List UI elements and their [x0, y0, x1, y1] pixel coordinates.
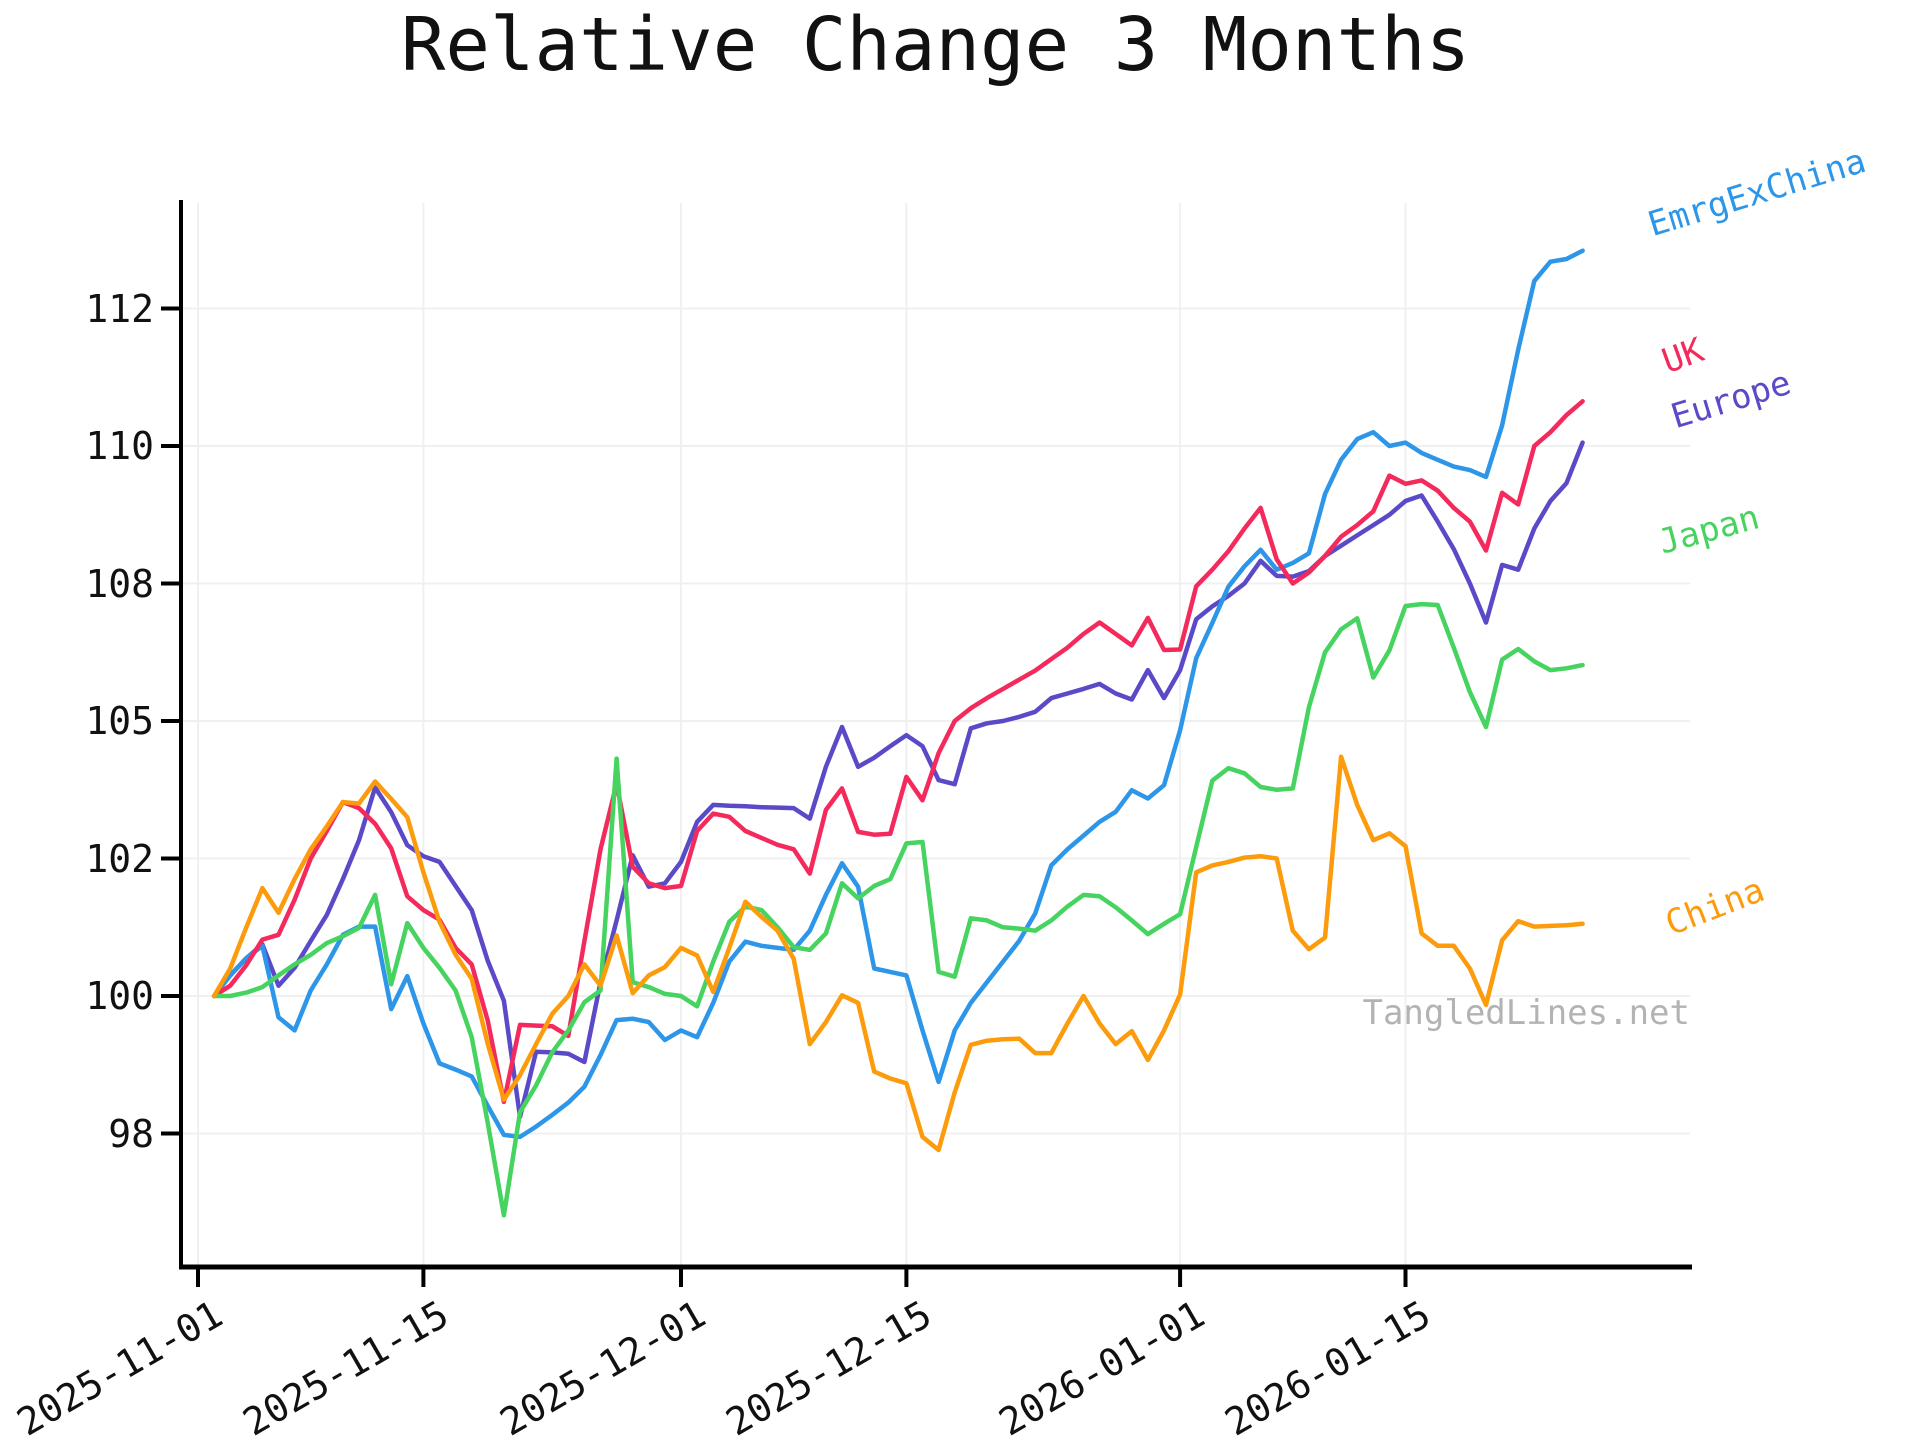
y-tick-label: 112 [85, 286, 154, 331]
y-tick-label: 105 [85, 699, 154, 743]
y-tick-label: 98 [108, 1111, 154, 1156]
series-line-china [211, 754, 1585, 1153]
series-line-japan [211, 601, 1585, 1218]
y-tick-label: 108 [85, 561, 154, 606]
axes [161, 200, 1692, 1287]
chart-title: Relative Change 3 Months [400, 2, 1471, 88]
gridlines [181, 203, 1690, 1267]
y-tick-label: 100 [85, 974, 154, 1018]
series-lines [211, 248, 1585, 1218]
y-tick-label: 110 [85, 424, 154, 468]
y-tick-label: 102 [85, 836, 154, 881]
series-line-europe [211, 440, 1585, 1120]
watermark: TangledLines.net [1362, 993, 1690, 1033]
series-line-emrgexchina [211, 248, 1585, 1140]
